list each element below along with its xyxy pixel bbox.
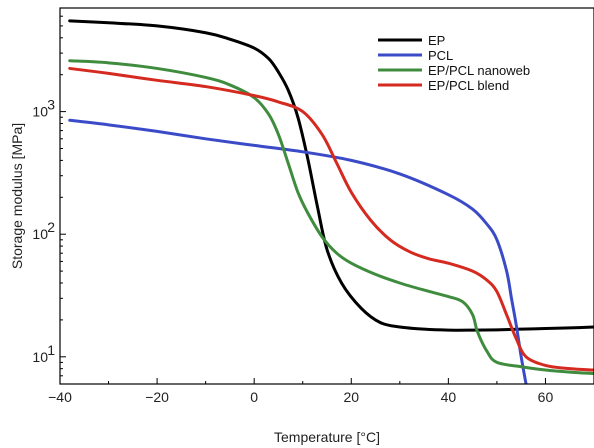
y-tick-exponent: 1 (47, 342, 55, 358)
legend-label-pcl: PCL (428, 48, 453, 63)
x-tick-label: −40 (48, 389, 72, 405)
x-axis-title: Temperature [°C] (274, 429, 380, 445)
y-tick-label: 10 (32, 349, 48, 365)
series-line-ep-pcl-blend (68, 66, 594, 372)
y-tick-label: 10 (32, 226, 48, 242)
x-tick-label: 0 (250, 389, 258, 405)
y-axis-title: Storage modulus [MPa] (9, 123, 25, 269)
series-line-ep (68, 19, 594, 332)
x-tick-label: −20 (145, 389, 169, 405)
legend-label-ep-pcl-nanoweb: EP/PCL nanoweb (428, 63, 530, 78)
y-tick-exponent: 2 (47, 219, 55, 235)
legend-label-ep-pcl-blend: EP/PCL blend (428, 78, 509, 93)
x-tick-label: 40 (441, 389, 457, 405)
plot-frame (59, 7, 594, 385)
x-tick-label: 60 (538, 389, 554, 405)
y-tick-exponent: 3 (47, 97, 55, 113)
series-layer (68, 19, 594, 384)
x-tick-label: 20 (343, 389, 359, 405)
legend-label-ep: EP (428, 33, 445, 48)
series-line-pcl (68, 118, 528, 384)
series-line-ep-pcl-nanoweb (68, 59, 594, 376)
y-tick-label: 10 (32, 104, 48, 120)
